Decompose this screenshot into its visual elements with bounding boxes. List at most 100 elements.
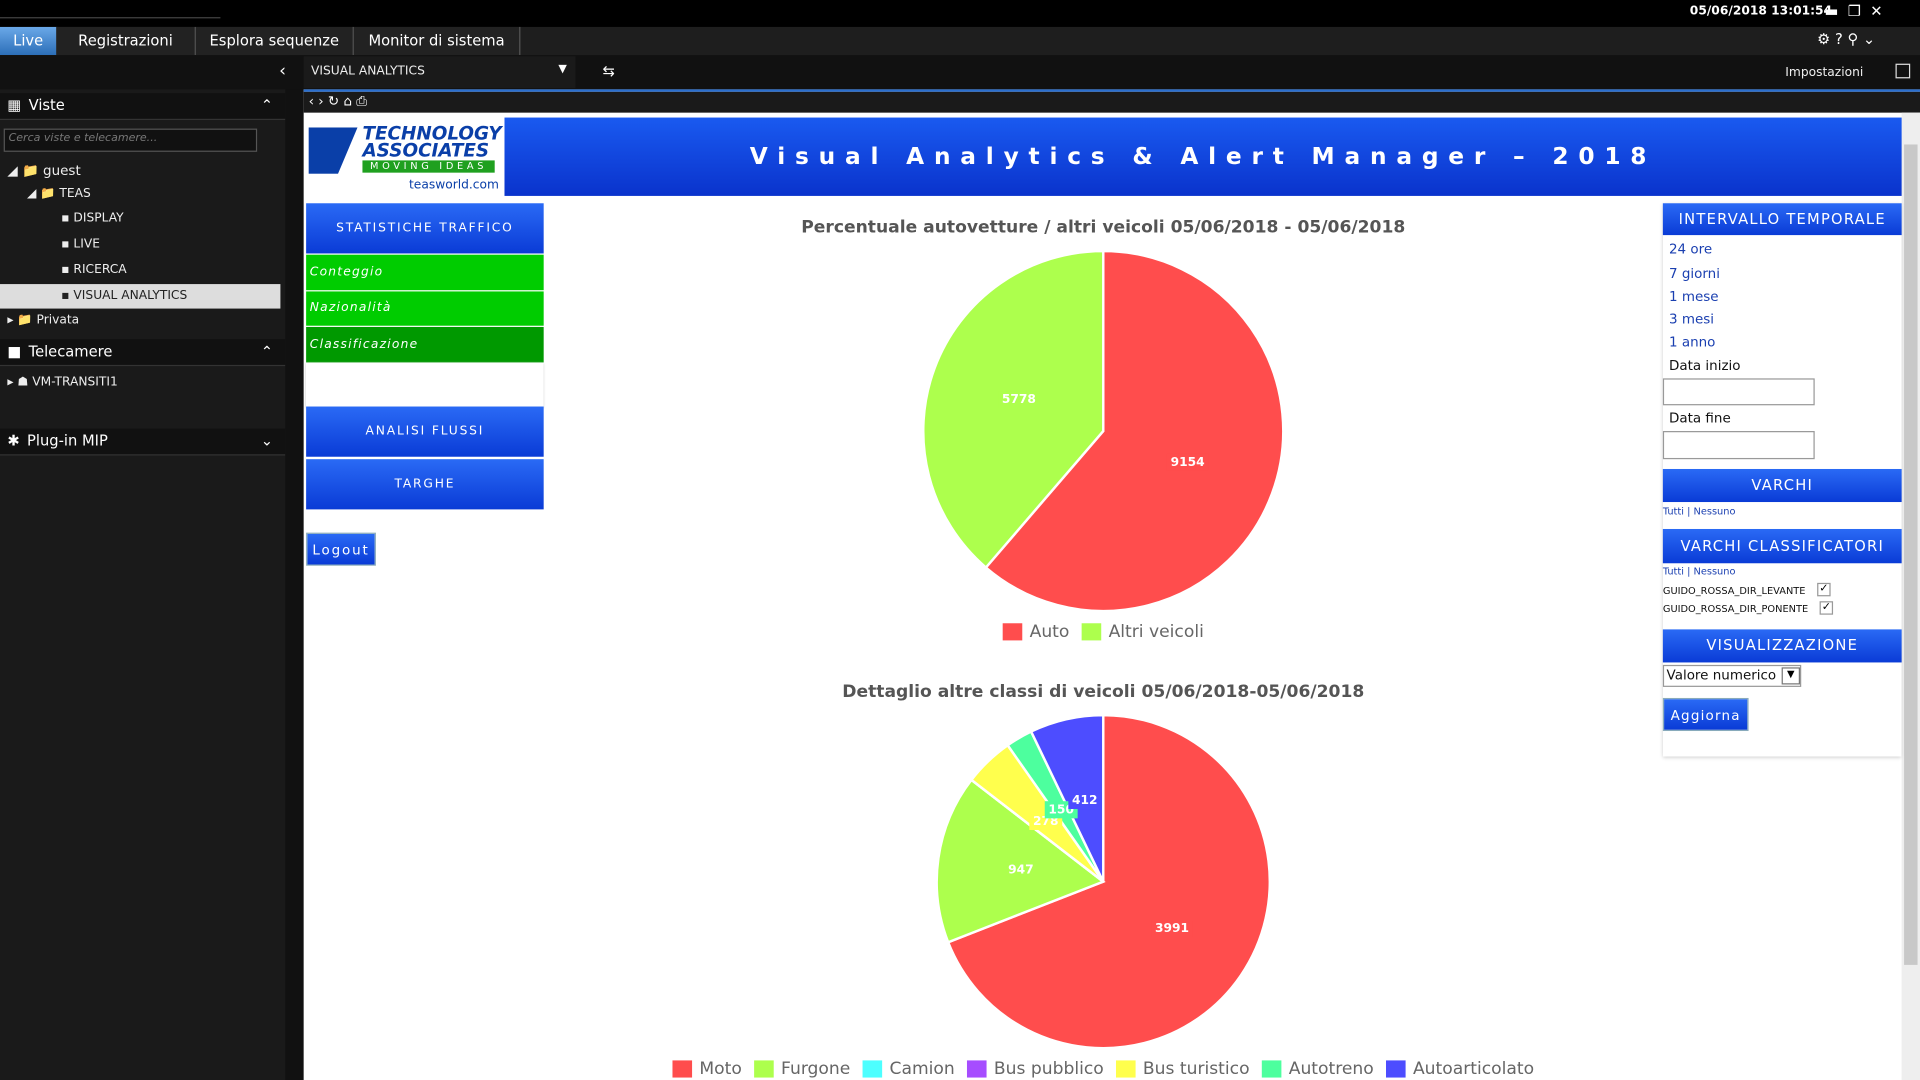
interval-link[interactable]: 7 giorni — [1668, 265, 1720, 282]
data-label: 5778 — [1002, 392, 1036, 406]
fullscreen-icon[interactable] — [1895, 63, 1911, 79]
pie-slice — [935, 778, 1106, 944]
data-label-bg — [1151, 920, 1193, 938]
legend-label: Furgone — [781, 1059, 850, 1079]
submenu-item[interactable]: Nazionalità — [306, 291, 544, 326]
chart-title: Dettaglio altre classi di veicoli 05/06/… — [842, 682, 1364, 702]
data-label-bg — [1004, 861, 1038, 879]
dropdown-arrow[interactable]: ▼ — [558, 63, 567, 76]
select-links[interactable]: Tutti | Nessuno — [1662, 565, 1736, 577]
data-label: 3991 — [1155, 921, 1189, 935]
swap-icon[interactable]: ⇆ — [602, 62, 615, 80]
tree-item[interactable]: ▪ RICERCA — [61, 263, 127, 277]
logout-button[interactable]: Logout — [306, 532, 376, 566]
select-value: Valore numerico — [1666, 667, 1777, 684]
collapse-button[interactable]: ‹ — [279, 61, 287, 81]
charts: Percentuale autovetture / altri veicoli … — [672, 218, 1534, 1079]
data-label: 412 — [1072, 793, 1098, 807]
tree-item[interactable]: ◢ 📁 TEAS — [26, 187, 91, 201]
plugins-title: Plug-in MIP — [27, 432, 108, 450]
chart-title: Percentuale autovetture / altri veicoli … — [801, 218, 1405, 238]
tree-label: TEAS — [59, 187, 91, 201]
submenu-item[interactable]: Conteggio — [306, 254, 544, 291]
checkbox[interactable]: ✓ — [1817, 582, 1831, 597]
scroll-thumb[interactable] — [1904, 144, 1918, 965]
title-bar — [0, 0, 1920, 27]
menu-button[interactable]: STATISTICHE TRAFFICO — [306, 203, 544, 254]
cameras-header[interactable]: ■ Telecamere ⌃ — [0, 339, 286, 367]
splitter[interactable] — [285, 89, 305, 1080]
tree-label: RICERCA — [73, 263, 127, 277]
views-title: Viste — [28, 96, 65, 114]
tab[interactable]: Registrazioni — [56, 26, 196, 56]
checkbox[interactable]: ✓ — [1819, 601, 1834, 615]
field-label: Data fine — [1668, 410, 1731, 427]
display-select[interactable] — [1662, 664, 1802, 687]
panel-header: INTERVALLO TEMPORALE — [1662, 203, 1902, 236]
start-date-input[interactable] — [1662, 378, 1815, 406]
logo-text: TECHNOLOGY ASSOCIATES — [362, 124, 501, 160]
logo-url[interactable]: teasworld.com — [408, 178, 499, 193]
legend-swatch — [862, 1060, 883, 1078]
data-label-bg — [998, 391, 1040, 409]
panel-header: VARCHI — [1662, 468, 1902, 503]
tree-item[interactable]: ◢ 📁 guest — [7, 162, 81, 179]
logo-tagline: MOVING IDEAS — [362, 160, 495, 173]
camera-label: VM-TRANSITI1 — [32, 375, 118, 390]
views-header[interactable]: ▦ Viste ⌃ — [0, 93, 286, 121]
tree-selection — [0, 284, 281, 309]
header-icons[interactable]: ⚙ ? ⚲ ⌄ — [1817, 30, 1876, 48]
search-placeholder: Cerca viste e telecamere... — [8, 132, 158, 145]
legend-label: Moto — [699, 1059, 741, 1079]
tab[interactable]: Live — [0, 26, 58, 56]
tree-item[interactable]: ▪ VISUAL ANALYTICS — [61, 288, 188, 303]
end-date-input[interactable] — [1662, 431, 1815, 460]
tab[interactable]: Monitor di sistema — [353, 26, 521, 56]
tree-label: Privata — [36, 313, 80, 327]
menu-button[interactable]: ANALISI FLUSSI — [306, 406, 544, 457]
interval-link[interactable]: 1 anno — [1668, 334, 1716, 351]
legend-label: Autotreno — [1289, 1059, 1374, 1079]
toolbar — [0, 55, 1920, 90]
menu-button[interactable]: TARGHE — [306, 459, 544, 510]
panel-header: VISUALIZZAZIONE — [1662, 629, 1902, 663]
field-label: Data inizio — [1668, 357, 1741, 374]
plugins-header[interactable]: ✱ Plug-in MIP ⌄ — [0, 428, 286, 456]
data-label: 150 — [1048, 802, 1074, 816]
pie-slice — [984, 249, 1285, 613]
update-button[interactable]: Aggiorna — [1662, 697, 1749, 732]
divider — [0, 17, 221, 19]
interval-link[interactable]: 24 ore — [1668, 241, 1713, 258]
pie-slice — [922, 249, 1105, 570]
nav-icons[interactable]: ‹ › ↻ ⌂ ⎙ — [308, 93, 368, 109]
window-controls[interactable]: ▬ ❐ ✕ — [1824, 2, 1883, 20]
interval-link[interactable]: 1 mese — [1668, 288, 1719, 305]
settings-button[interactable]: Impostazioni — [1785, 66, 1864, 80]
data-label: 9154 — [1171, 455, 1205, 469]
pie-slice — [946, 713, 1271, 1050]
view-selector[interactable] — [303, 56, 576, 89]
legend-swatch — [754, 1060, 774, 1078]
legend-swatch — [1002, 623, 1023, 641]
legend-label: Altri veicoli — [1109, 622, 1204, 642]
camera-item[interactable]: ▸ ☗ VM-TRANSITI1 — [7, 375, 118, 390]
submenu-item[interactable]: Classificazione — [306, 326, 544, 363]
select-links[interactable]: Tutti | Nessuno — [1662, 505, 1736, 517]
tree-label: DISPLAY — [73, 211, 124, 226]
menu-spacer — [306, 362, 544, 406]
tab[interactable]: Esplora sequenze — [195, 26, 354, 56]
select-arrow[interactable]: ▼ — [1781, 667, 1801, 685]
tree-label: VISUAL ANALYTICS — [73, 288, 188, 303]
checkbox-label: GUIDO_ROSSA_DIR_LEVANTE — [1662, 585, 1806, 597]
data-label-bg — [1068, 791, 1102, 810]
tree-item[interactable]: ▸ 📁 Privata — [7, 313, 80, 327]
tree-item[interactable]: ▪ DISPLAY — [61, 211, 124, 226]
legend-label: Auto — [1030, 622, 1070, 642]
search-box[interactable] — [3, 128, 258, 152]
cameras-title: Telecamere — [28, 342, 113, 361]
legend-swatch — [1115, 1060, 1136, 1078]
tree-item[interactable]: ▪ LIVE — [61, 237, 100, 252]
interval-link[interactable]: 3 mesi — [1668, 311, 1714, 327]
panel-header: VARCHI CLASSIFICATORI — [1662, 528, 1902, 564]
